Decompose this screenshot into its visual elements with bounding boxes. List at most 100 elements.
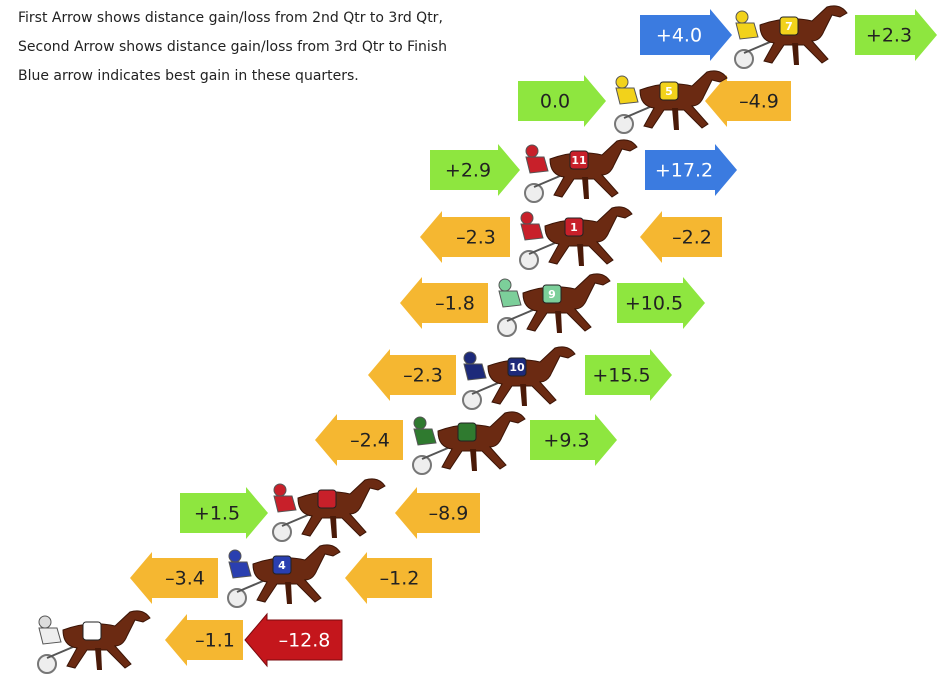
arrow: +9.3 — [530, 414, 617, 466]
arrow: +4.0 — [640, 9, 732, 61]
arrow: –3.4 — [130, 552, 218, 604]
arrow: +1.5 — [180, 487, 268, 539]
horse-number: 10 — [509, 361, 525, 374]
driver-body — [229, 562, 251, 578]
arrow-label: –2.3 — [403, 365, 443, 387]
driver-head — [736, 11, 748, 23]
arrow-label: –4.9 — [739, 91, 779, 113]
arrow: +17.2 — [645, 144, 737, 196]
horse-body — [545, 207, 632, 264]
horse-icon: 9 — [498, 274, 610, 336]
driver-body — [526, 157, 548, 173]
arrow: –2.3 — [420, 211, 510, 263]
arrow: –12.8 — [245, 614, 342, 666]
arrow: –2.2 — [640, 211, 722, 263]
driver-body — [499, 291, 521, 307]
horse-body — [253, 545, 340, 602]
horse-number: 1 — [570, 221, 578, 234]
horse-body — [760, 6, 847, 63]
horse-leg — [95, 648, 102, 670]
arrow-label: –8.9 — [429, 503, 469, 525]
horse-icon: 10 — [463, 347, 575, 409]
arrow-label: –2.2 — [672, 227, 712, 249]
note: Second Arrow shows distance gain/loss fr… — [18, 39, 447, 55]
driver-body — [616, 88, 638, 104]
arrow-label: +2.3 — [866, 25, 912, 47]
horse-icon: 11 — [525, 140, 637, 202]
horse-leg — [792, 43, 799, 65]
arrow: –1.1 — [165, 614, 243, 666]
driver-body — [464, 364, 486, 380]
driver-head — [39, 616, 51, 628]
saddle-cloth — [318, 490, 336, 508]
arrow: +15.5 — [585, 349, 672, 401]
horse-leg — [470, 449, 477, 471]
horse-leg — [555, 311, 562, 333]
arrow: 0.0 — [518, 75, 606, 127]
horse-number: 11 — [571, 154, 586, 167]
arrow-label: –3.4 — [165, 568, 205, 590]
arrow-label: –1.1 — [195, 630, 235, 652]
arrow: –8.9 — [395, 487, 480, 539]
arrow: –4.9 — [705, 75, 791, 127]
horse-icon: 7 — [735, 6, 847, 68]
arrow: –1.2 — [345, 552, 432, 604]
horse-icon: 1 — [520, 207, 632, 269]
driver-body — [736, 23, 758, 39]
horse-body — [523, 274, 610, 331]
note: Blue arrow indicates best gain in these … — [18, 68, 359, 84]
driver-head — [414, 417, 426, 429]
arrow-label: –2.4 — [350, 430, 390, 452]
arrow-label: +10.5 — [625, 293, 683, 315]
horse-leg — [285, 582, 292, 604]
arrow-label: –2.3 — [456, 227, 496, 249]
horse-number: 4 — [278, 559, 286, 572]
arrow-label: +4.0 — [656, 25, 702, 47]
horse-body — [550, 140, 637, 197]
driver-head — [274, 484, 286, 496]
arrow-label: –12.8 — [279, 630, 331, 652]
saddle-cloth — [458, 423, 476, 441]
infographic: First Arrow shows distance gain/loss fro… — [0, 0, 937, 681]
arrow: +10.5 — [617, 277, 705, 329]
horse-leg — [520, 384, 527, 406]
horse-icon: 4 — [228, 545, 340, 607]
horse-leg — [672, 108, 679, 130]
horse-number: 5 — [665, 85, 673, 98]
driver-body — [39, 628, 61, 644]
horse-number: 9 — [548, 288, 556, 301]
horse-leg — [577, 244, 584, 266]
driver-body — [521, 224, 543, 240]
note: First Arrow shows distance gain/loss fro… — [18, 10, 443, 26]
horse-icon — [273, 479, 385, 541]
horse-body — [63, 611, 150, 668]
arrow-label: +1.5 — [194, 503, 240, 525]
arrow-label: +9.3 — [543, 430, 589, 452]
horse-icon — [413, 412, 525, 474]
driver-body — [274, 496, 296, 512]
arrow: +2.9 — [430, 144, 520, 196]
arrow: –1.8 — [400, 277, 488, 329]
horse-icon: 3 — [38, 611, 150, 673]
driver-body — [414, 429, 436, 445]
driver-head — [526, 145, 538, 157]
horse-leg — [330, 516, 337, 538]
driver-head — [616, 76, 628, 88]
horse-body — [298, 479, 385, 536]
arrow-label: –1.8 — [435, 293, 475, 315]
driver-head — [464, 352, 476, 364]
arrow-label: +2.9 — [445, 160, 491, 182]
driver-head — [229, 550, 241, 562]
horse-number: 7 — [785, 20, 793, 33]
driver-head — [521, 212, 533, 224]
arrow-label: +17.2 — [655, 160, 713, 182]
arrow-label: 0.0 — [540, 91, 570, 113]
arrow: –2.3 — [368, 349, 456, 401]
arrow: –2.4 — [315, 414, 403, 466]
horse-leg — [582, 177, 589, 199]
arrow: +2.3 — [855, 9, 937, 61]
arrow-label: –1.2 — [380, 568, 420, 590]
horse-body — [488, 347, 575, 404]
horse-body — [438, 412, 525, 469]
driver-head — [499, 279, 511, 291]
